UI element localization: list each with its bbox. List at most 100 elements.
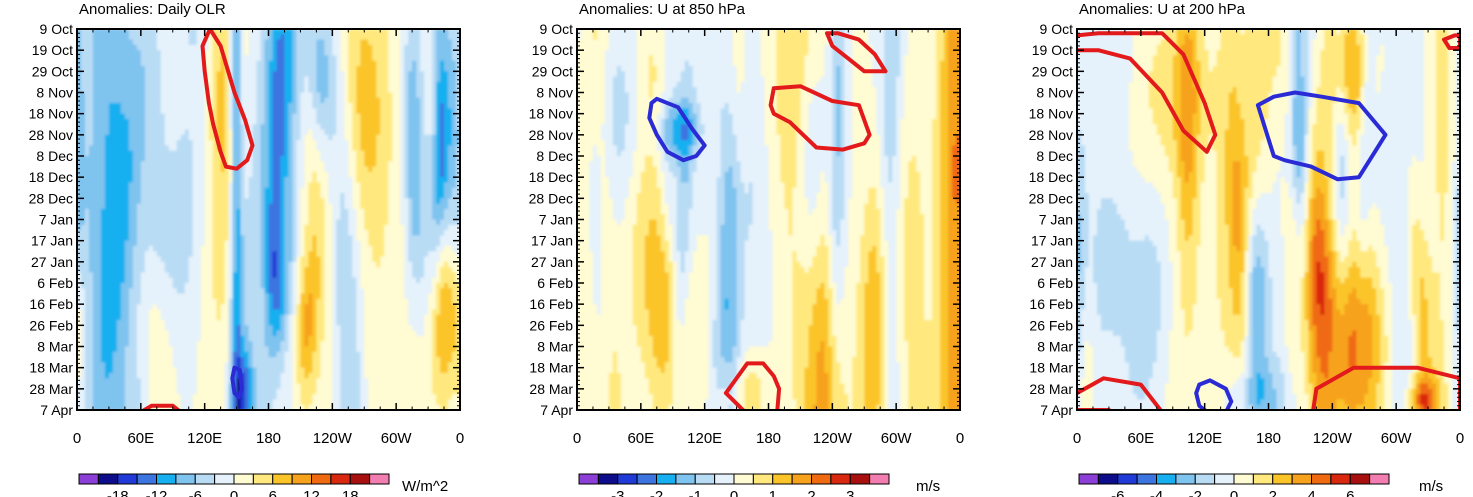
field-cell xyxy=(92,55,98,62)
field-cell xyxy=(436,108,441,115)
field-cell xyxy=(348,245,353,252)
field-cell xyxy=(436,182,441,189)
field-cell xyxy=(312,283,317,289)
field-cell xyxy=(208,177,214,184)
field-cell xyxy=(216,29,222,35)
field-cell xyxy=(268,60,274,67)
field-cell xyxy=(420,171,425,178)
field-cell xyxy=(80,161,86,168)
field-cell xyxy=(108,66,114,72)
field-cell xyxy=(160,240,166,247)
field-cell xyxy=(77,256,82,263)
field-cell xyxy=(376,71,381,78)
field-cell xyxy=(276,193,282,199)
field-cell xyxy=(280,81,286,88)
field-cell xyxy=(400,267,405,274)
field-cell xyxy=(352,198,357,205)
field-cell xyxy=(228,50,234,57)
field-cell xyxy=(88,166,94,173)
field-cell xyxy=(420,214,425,221)
field-cell xyxy=(308,298,313,305)
field-cell xyxy=(128,134,134,141)
field-cell xyxy=(148,161,154,168)
field-cell xyxy=(276,140,282,147)
field-cell xyxy=(272,208,278,215)
field-cell xyxy=(408,34,413,41)
field-cell xyxy=(308,293,313,300)
field-cell xyxy=(208,214,214,221)
field-cell xyxy=(220,140,226,147)
field-cell xyxy=(196,208,202,215)
field-cell xyxy=(128,235,134,242)
field-cell xyxy=(420,288,425,295)
field-cell xyxy=(420,134,425,141)
field-cell xyxy=(368,29,373,35)
field-cell xyxy=(144,214,150,221)
field-cell xyxy=(352,193,357,199)
field-cell xyxy=(204,129,210,136)
field-cell xyxy=(352,261,357,268)
field-cell xyxy=(388,87,393,94)
field-cell xyxy=(132,203,138,210)
field-cell xyxy=(364,71,369,78)
field-cell xyxy=(364,245,369,252)
field-cell xyxy=(192,224,198,231)
field-cell xyxy=(264,198,270,205)
field-cell xyxy=(168,66,174,72)
field-cell xyxy=(432,150,437,157)
field-cell xyxy=(256,118,262,125)
field-cell xyxy=(248,240,254,247)
field-cell xyxy=(404,103,409,109)
field-cell xyxy=(192,140,198,147)
field-cell xyxy=(208,224,214,231)
field-cell xyxy=(292,277,298,284)
field-cell xyxy=(316,182,321,189)
field-cell xyxy=(324,177,329,184)
field-cell xyxy=(400,34,405,41)
field-cell xyxy=(440,288,445,295)
field-cell xyxy=(232,298,238,305)
field-cell xyxy=(96,272,102,279)
field-cell xyxy=(104,240,110,247)
field-cell xyxy=(244,245,250,252)
field-cell xyxy=(408,261,413,268)
field-cell xyxy=(128,108,134,115)
field-cell xyxy=(84,267,90,274)
field-cell xyxy=(292,103,298,109)
field-cell xyxy=(392,293,397,300)
field-cell xyxy=(248,55,254,62)
field-cell xyxy=(77,272,82,279)
field-cell xyxy=(124,267,130,274)
field-cell xyxy=(344,55,349,62)
field-cell xyxy=(196,230,202,236)
field-cell xyxy=(116,256,122,263)
field-cell xyxy=(244,44,250,51)
field-cell xyxy=(352,171,357,178)
field-cell xyxy=(92,277,98,284)
field-cell xyxy=(292,129,298,136)
field-cell xyxy=(416,224,421,231)
field-cell xyxy=(284,113,290,120)
field-cell xyxy=(128,39,134,46)
field-cell xyxy=(336,177,341,184)
field-cell xyxy=(140,272,146,279)
field-cell xyxy=(240,71,246,78)
field-cell xyxy=(244,103,250,109)
field-cell xyxy=(192,44,198,51)
field-cell xyxy=(84,29,90,35)
field-cell xyxy=(136,97,142,104)
field-cell xyxy=(108,140,114,147)
field-cell xyxy=(452,103,457,109)
field-cell xyxy=(340,66,345,72)
field-cell xyxy=(136,145,142,152)
field-cell xyxy=(448,71,453,78)
field-cell xyxy=(96,97,102,104)
field-cell xyxy=(328,29,333,35)
field-cell xyxy=(336,50,341,57)
field-cell xyxy=(428,76,433,83)
field-cell xyxy=(144,34,150,41)
field-cell xyxy=(148,198,154,205)
field-cell xyxy=(132,208,138,215)
field-cell xyxy=(196,251,202,258)
field-cell xyxy=(284,251,290,258)
